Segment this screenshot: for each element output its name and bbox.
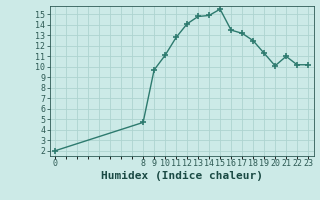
X-axis label: Humidex (Indice chaleur): Humidex (Indice chaleur)	[100, 171, 263, 181]
